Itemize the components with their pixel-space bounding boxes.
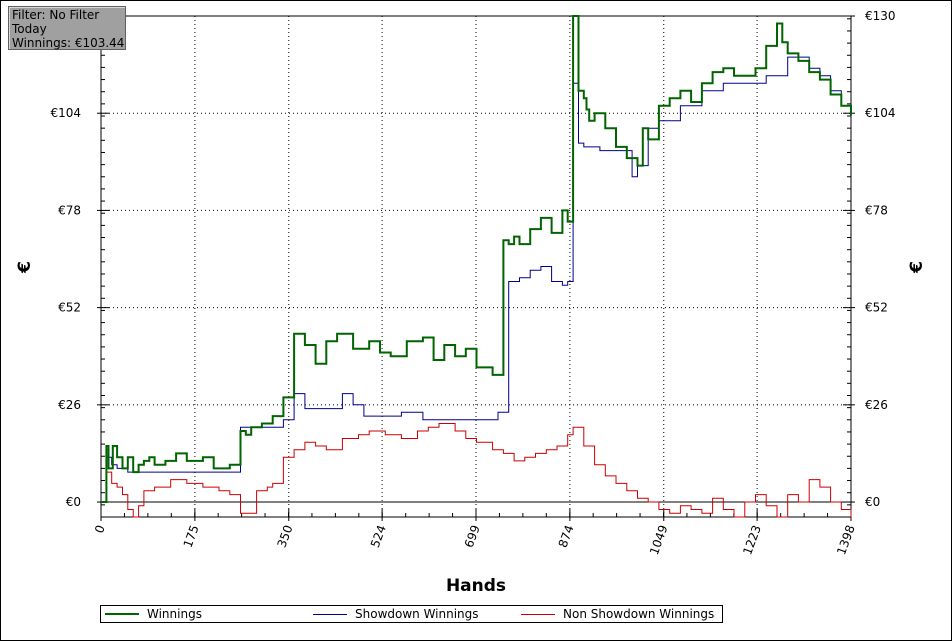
winnings-total-label: Winnings: €103.44 (12, 36, 125, 50)
chart-legend: Winnings Showdown Winnings Non Showdown … (100, 605, 723, 623)
legend-swatch-winnings (105, 613, 139, 615)
legend-label-winnings: Winnings (147, 607, 202, 621)
filter-label: Filter: No Filter (12, 8, 100, 22)
y-tick-label-left: €104 (50, 106, 81, 120)
x-tick-label: 1398 (834, 523, 858, 556)
y-tick-label-right: €104 (865, 106, 896, 120)
period-label: Today (12, 22, 47, 36)
y-axis-title-right: € (907, 261, 927, 274)
y-tick-label-left: €78 (58, 203, 81, 217)
x-tick-label: 0 (92, 523, 108, 535)
legend-item-non-showdown: Non Showdown Winnings (521, 606, 714, 622)
legend-label-showdown: Showdown Winnings (355, 607, 479, 621)
legend-swatch-showdown (313, 613, 347, 615)
y-tick-label-right: €52 (865, 301, 888, 315)
x-tick-label: 1223 (740, 523, 764, 556)
y-tick-label-right: €0 (865, 495, 880, 509)
x-tick-label: 175 (181, 523, 202, 549)
y-tick-label-left: €52 (58, 301, 81, 315)
legend-swatch-non-showdown (521, 613, 555, 615)
series-line-winnings (101, 15, 852, 503)
legend-label-non-showdown: Non Showdown Winnings (563, 607, 715, 621)
filter-info-box: Filter: No Filter Today Winnings: €103.4… (8, 6, 126, 50)
legend-item-winnings: Winnings (105, 606, 202, 622)
plot-area (100, 15, 852, 518)
y-tick-label-left: €26 (58, 398, 81, 412)
y-tick-label-right: €130 (865, 9, 896, 23)
legend-item-showdown: Showdown Winnings (313, 606, 479, 622)
y-axis-title-left: € (15, 261, 35, 274)
x-tick-label: 350 (275, 523, 296, 549)
x-tick-label: 874 (556, 523, 577, 549)
y-tick-label-left: €0 (66, 495, 81, 509)
x-tick-label: 524 (368, 523, 389, 549)
y-tick-label-right: €78 (865, 203, 888, 217)
x-axis-title: Hands (446, 576, 506, 596)
series-line-non-showdown (101, 423, 852, 518)
x-tick-label: 1049 (647, 523, 671, 556)
y-tick-label-right: €26 (865, 398, 888, 412)
x-tick-label: 699 (462, 523, 483, 549)
